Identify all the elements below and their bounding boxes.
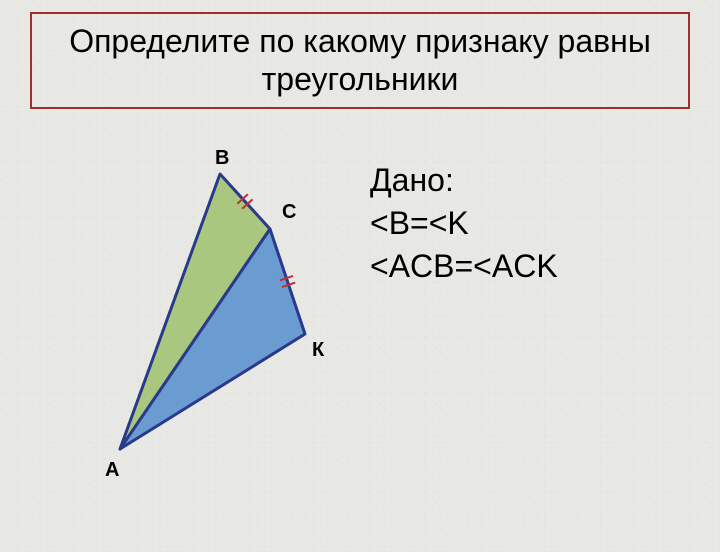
given-heading: Дано: (370, 159, 558, 202)
vertex-label-B: В (215, 147, 229, 170)
vertex-label-K: К (312, 339, 324, 362)
vertex-label-A: А (105, 459, 119, 482)
diagram-svg (60, 139, 360, 499)
given-line-2: <ACB=<ACK (370, 245, 558, 288)
title-box: Определите по какому признаку равны треу… (30, 12, 690, 109)
given-line-1: <B=<K (370, 202, 558, 245)
content-area: А В С К Дано: <B=<K <ACB=<ACK (0, 109, 720, 529)
given-block: Дано: <B=<K <ACB=<ACK (370, 159, 558, 289)
triangle-diagram: А В С К (60, 139, 360, 499)
vertex-label-C: С (282, 201, 296, 224)
title-text: Определите по какому признаку равны треу… (42, 22, 678, 99)
